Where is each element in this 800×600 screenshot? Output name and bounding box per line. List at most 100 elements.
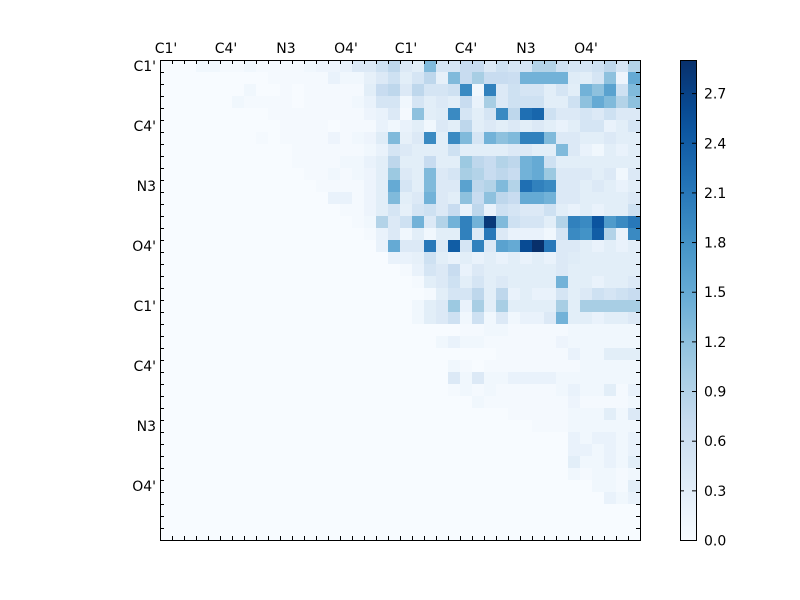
heatmap-cell: [544, 180, 557, 193]
heatmap-cell: [472, 252, 485, 265]
heatmap-cell: [316, 384, 329, 397]
heatmap-cell: [616, 264, 629, 277]
heatmap-cell: [196, 264, 209, 277]
heatmap-cell: [544, 60, 557, 73]
heatmap-cell: [280, 456, 293, 469]
heatmap-cell: [400, 240, 413, 253]
heatmap-cell: [448, 396, 461, 409]
heatmap-cell: [436, 264, 449, 277]
heatmap-cell: [604, 180, 617, 193]
heatmap-cell: [268, 252, 281, 265]
heatmap-cell: [184, 156, 197, 169]
heatmap-cell: [448, 300, 461, 313]
heatmap-cell: [196, 96, 209, 109]
heatmap-cell: [280, 96, 293, 109]
heatmap-cell: [196, 516, 209, 529]
heatmap-cell: [208, 120, 221, 133]
heatmap-cell: [556, 516, 569, 529]
heatmap-cell: [292, 492, 305, 505]
heatmap-cell: [472, 240, 485, 253]
heatmap-cell: [628, 360, 641, 373]
heatmap-cell: [544, 372, 557, 385]
heatmap-cell: [304, 96, 317, 109]
heatmap-cell: [280, 156, 293, 169]
heatmap-cell: [352, 252, 365, 265]
heatmap-cell: [472, 132, 485, 145]
heatmap-cell: [184, 360, 197, 373]
heatmap-cell: [448, 276, 461, 289]
heatmap-cell: [352, 408, 365, 421]
heatmap-cell: [604, 264, 617, 277]
heatmap-cell: [388, 384, 401, 397]
heatmap-cell: [268, 168, 281, 181]
heatmap-cell: [184, 84, 197, 97]
heatmap-cell: [268, 144, 281, 157]
heatmap-cell: [184, 336, 197, 349]
heatmap-cell: [244, 348, 257, 361]
heatmap-cell: [304, 516, 317, 529]
heatmap-cell: [604, 276, 617, 289]
heatmap-cell: [508, 228, 521, 241]
heatmap-cell: [364, 372, 377, 385]
heatmap-cell: [352, 156, 365, 169]
heatmap-cell: [232, 144, 245, 157]
heatmap-cell: [472, 192, 485, 205]
heatmap-cell: [340, 180, 353, 193]
heatmap-cell: [520, 228, 533, 241]
heatmap-cell: [400, 384, 413, 397]
heatmap-cell: [628, 444, 641, 457]
colorbar-tick-label: 2.7: [704, 87, 726, 103]
heatmap-cell: [532, 300, 545, 313]
heatmap-cell: [496, 396, 509, 409]
heatmap-cell: [184, 432, 197, 445]
heatmap-cell: [244, 168, 257, 181]
heatmap-cell: [460, 144, 473, 157]
heatmap-cell: [448, 504, 461, 517]
heatmap-cell: [592, 252, 605, 265]
heatmap-cell: [460, 156, 473, 169]
heatmap-cell: [424, 216, 437, 229]
x-tick-label: C1': [395, 41, 418, 57]
heatmap-cell: [496, 192, 509, 205]
heatmap-cell: [400, 216, 413, 229]
heatmap-cell: [328, 528, 341, 541]
heatmap-cell: [568, 120, 581, 133]
heatmap-cell: [568, 204, 581, 217]
colorbar-tick-label: 0.6: [704, 434, 726, 450]
heatmap-cell: [160, 240, 173, 253]
heatmap-cell: [520, 240, 533, 253]
heatmap-cell: [220, 408, 233, 421]
heatmap-cell: [196, 276, 209, 289]
heatmap-cell: [340, 252, 353, 265]
heatmap-cell: [196, 216, 209, 229]
heatmap-cell: [232, 384, 245, 397]
heatmap-cell: [448, 108, 461, 121]
heatmap-cell: [532, 288, 545, 301]
heatmap-cell: [484, 240, 497, 253]
heatmap-cell: [268, 432, 281, 445]
heatmap-cell: [580, 204, 593, 217]
heatmap-cell: [340, 396, 353, 409]
heatmap-cell: [160, 432, 173, 445]
heatmap-cell: [628, 60, 641, 73]
heatmap-cell: [256, 348, 269, 361]
heatmap-cell: [160, 120, 173, 133]
heatmap-cell: [400, 192, 413, 205]
heatmap-cell: [160, 456, 173, 469]
heatmap-cell: [364, 168, 377, 181]
heatmap-cell: [448, 468, 461, 481]
heatmap-cell: [292, 252, 305, 265]
heatmap-cell: [568, 312, 581, 325]
heatmap-cell: [412, 228, 425, 241]
heatmap-cell: [280, 432, 293, 445]
heatmap-cell: [328, 468, 341, 481]
heatmap-cell: [616, 480, 629, 493]
heatmap-cell: [352, 384, 365, 397]
heatmap-cell: [484, 516, 497, 529]
heatmap-cell: [520, 396, 533, 409]
heatmap-cell: [436, 180, 449, 193]
heatmap-cell: [544, 300, 557, 313]
heatmap-cell: [472, 408, 485, 421]
heatmap-cell: [580, 144, 593, 157]
heatmap-cell: [604, 504, 617, 517]
